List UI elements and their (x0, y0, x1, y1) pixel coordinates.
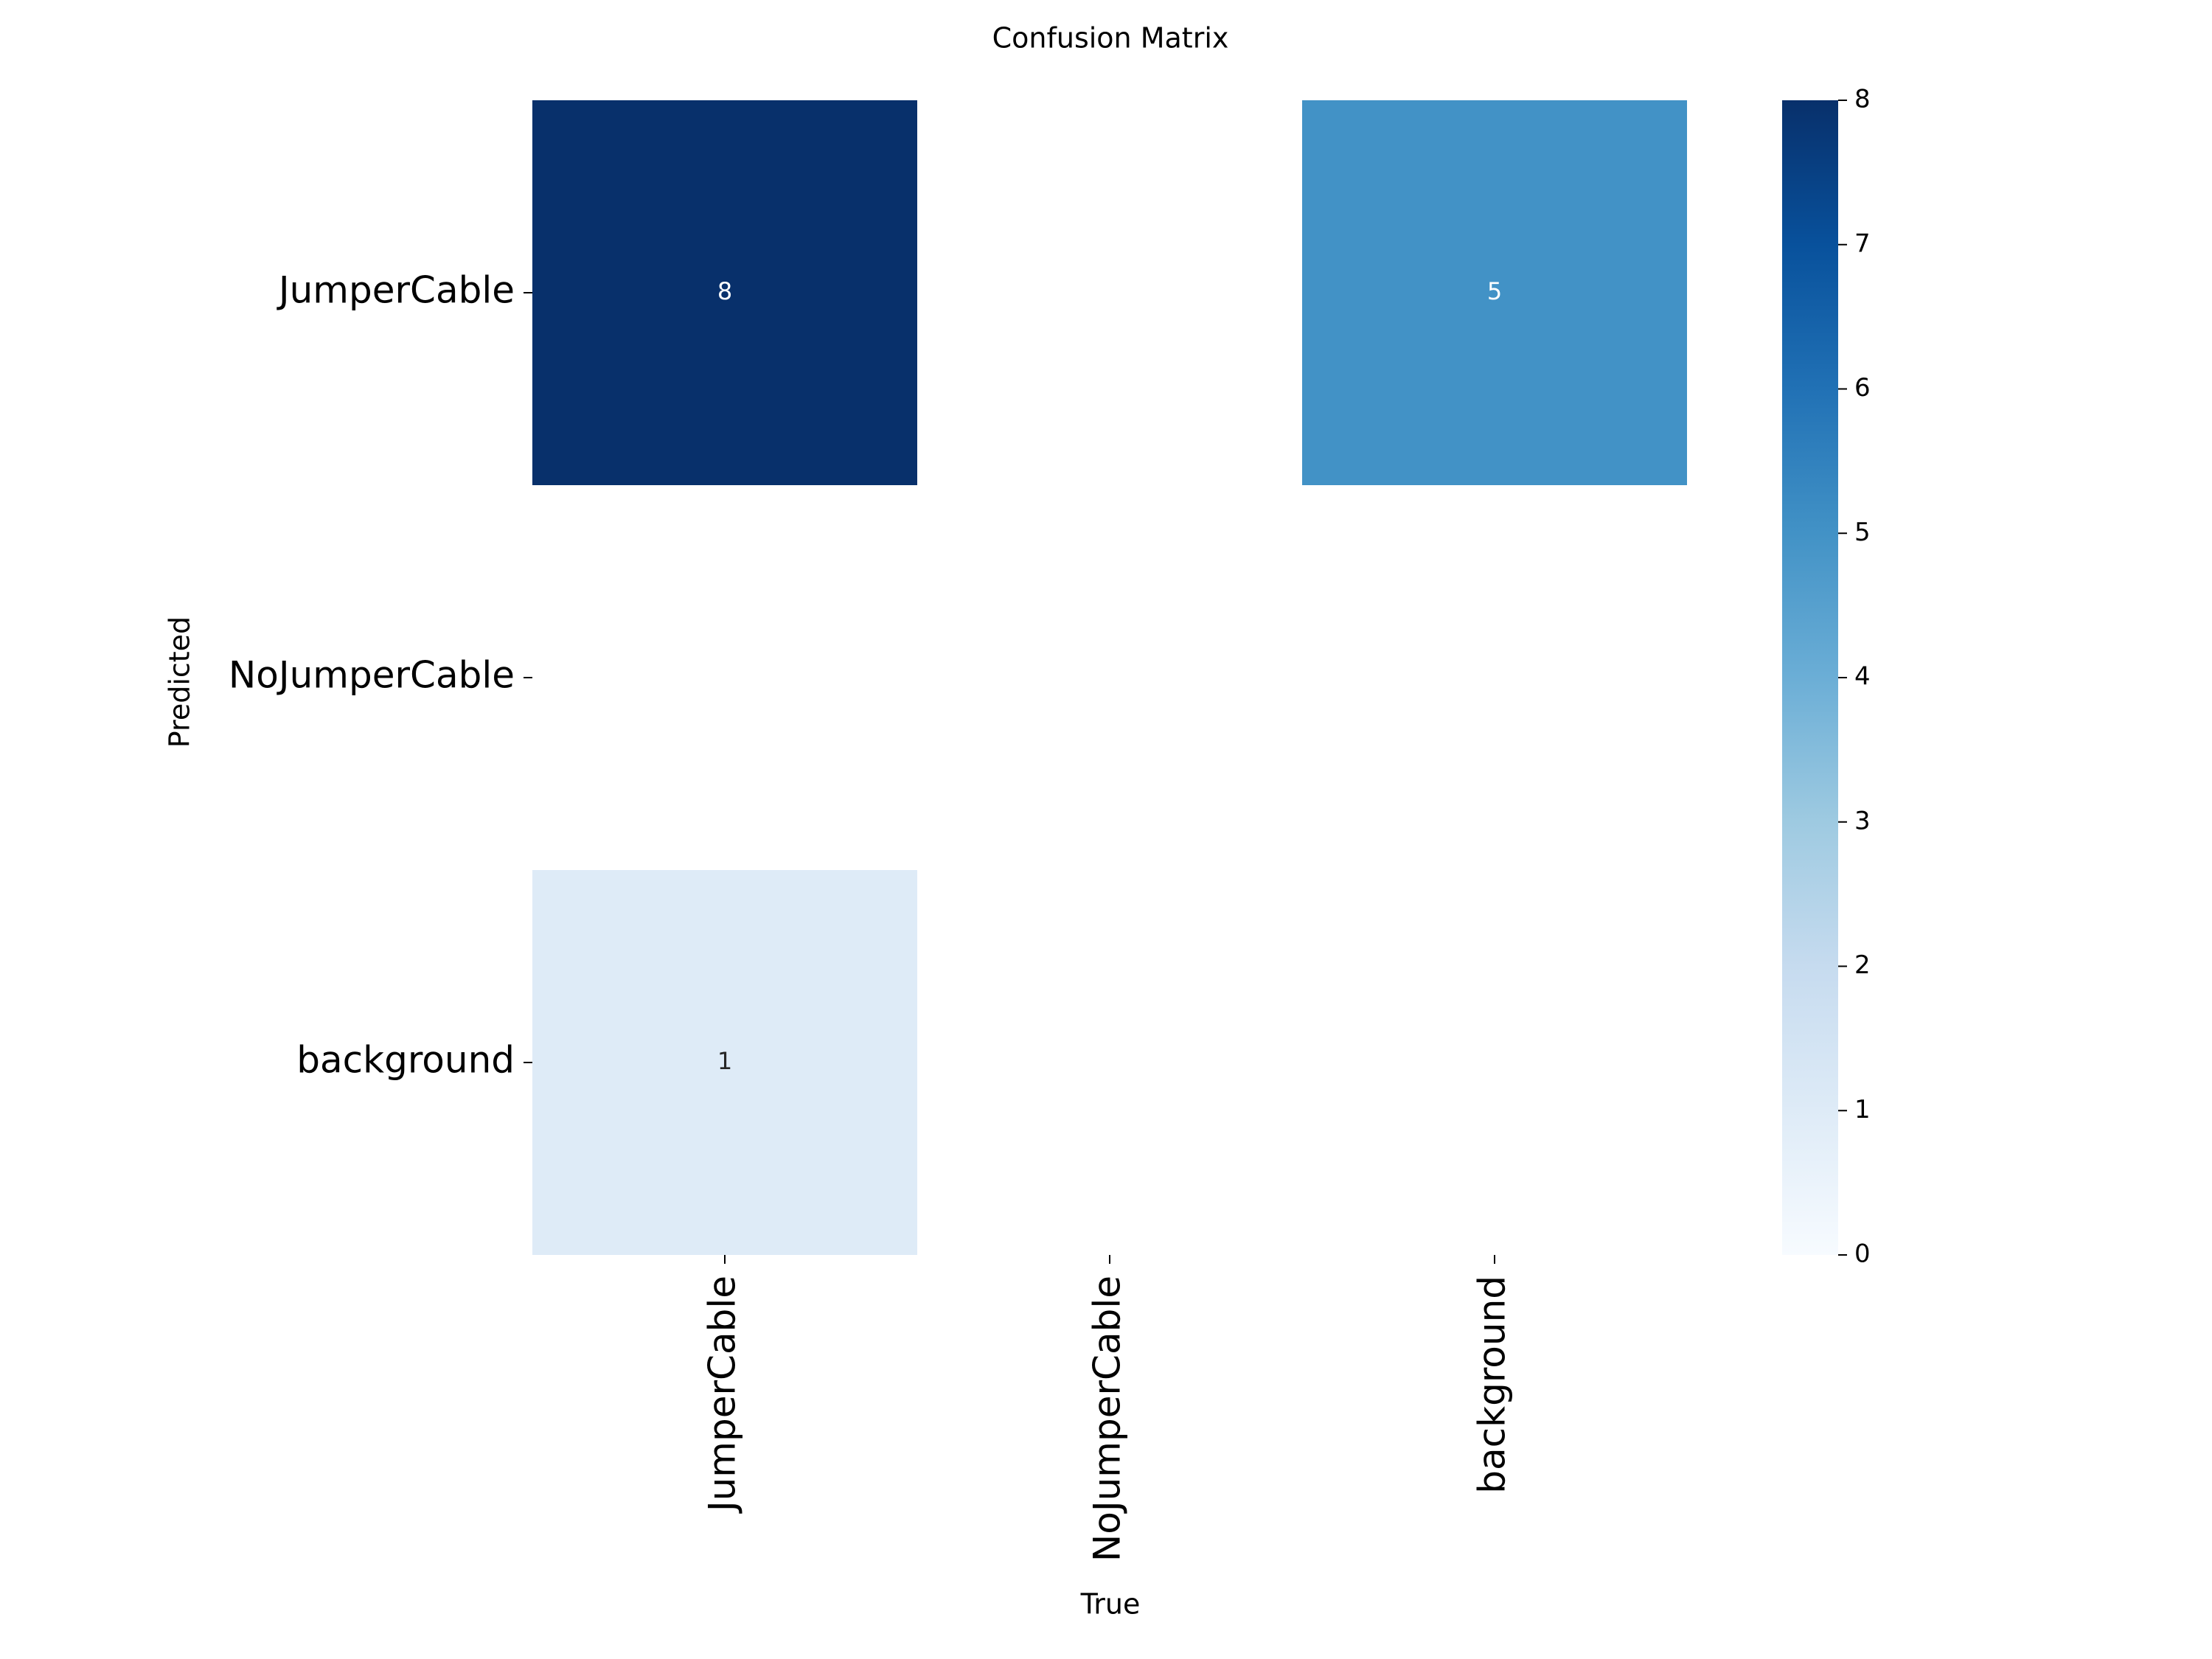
y-tick-label-0: JumperCable (276, 269, 515, 312)
colorbar-tick-label-8: 8 (1854, 85, 1871, 114)
cell-value-2-0: 1 (717, 1047, 732, 1075)
x-tick-label-2: background (1471, 1276, 1514, 1494)
x-tick-label-1: NoJumperCable (1086, 1276, 1129, 1562)
x-axis: JumperCable NoJumperCable background (701, 1255, 1514, 1562)
heatmap-cell-0-2 (1302, 100, 1687, 485)
heatmap-cell-0-0 (532, 100, 917, 485)
colorbar-tick-label-4: 4 (1854, 662, 1871, 692)
heatmap-cells (532, 100, 1687, 1255)
colorbar-gradient (1782, 100, 1838, 1255)
cell-value-0-2: 5 (1487, 277, 1502, 305)
y-tick-label-2: background (296, 1039, 515, 1082)
x-axis-label: True (1080, 1588, 1141, 1621)
colorbar-tick-label-2: 2 (1854, 950, 1871, 980)
chart-title: Confusion Matrix (992, 22, 1229, 55)
y-axis-label: Predicted (164, 616, 196, 748)
colorbar-tick-label-1: 1 (1854, 1095, 1871, 1124)
heatmap-cell-2-0 (532, 870, 917, 1255)
colorbar-tick-label-0: 0 (1854, 1239, 1871, 1269)
y-tick-label-1: NoJumperCable (229, 654, 515, 697)
colorbar-tick-label-3: 3 (1854, 806, 1871, 835)
colorbar-tick-label-5: 5 (1854, 518, 1871, 547)
colorbar-tick-label-7: 7 (1854, 229, 1871, 258)
x-tick-label-0: JumperCable (701, 1276, 744, 1514)
colorbar-tick-label-6: 6 (1854, 373, 1871, 403)
y-axis: JumperCable NoJumperCable background (229, 269, 532, 1082)
colorbar: 0 1 2 3 4 5 6 7 8 (1782, 85, 1871, 1269)
cell-value-0-0: 8 (717, 277, 732, 305)
cell-labels: 8 5 1 (717, 277, 1502, 1075)
colorbar-ticks: 0 1 2 3 4 5 6 7 8 (1838, 85, 1871, 1269)
